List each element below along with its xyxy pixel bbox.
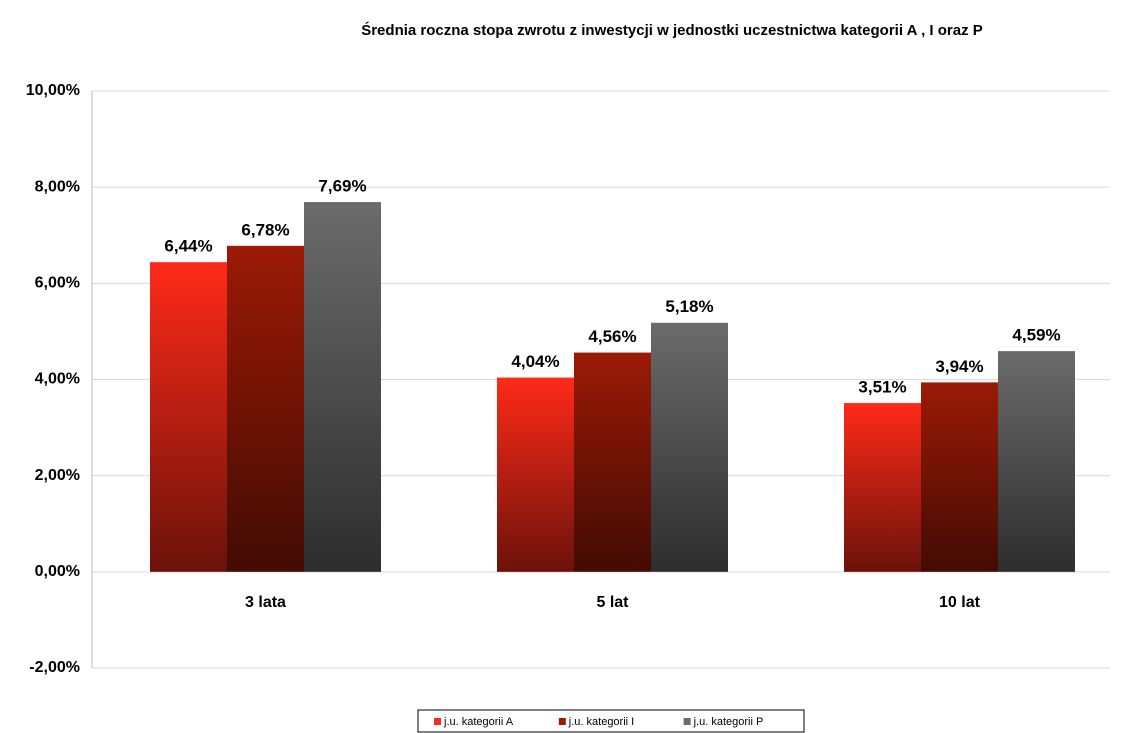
legend-label: j.u. kategorii P [693, 716, 764, 728]
bar [998, 351, 1075, 572]
legend-box [417, 709, 805, 733]
y-tick-label: -2,00% [29, 659, 80, 676]
x-tick-label: 3 lata [245, 594, 286, 611]
data-label: 4,04% [511, 352, 559, 371]
data-label: 7,69% [318, 177, 366, 196]
y-tick-label: 10,00% [26, 82, 80, 99]
bar [497, 377, 574, 572]
chart-title: Średnia roczna stopa zwrotu z inwestycji… [361, 21, 983, 39]
legend-label: j.u. kategorii I [568, 716, 634, 728]
data-label: 5,18% [665, 297, 713, 316]
legend-swatch [683, 718, 691, 725]
y-tick-label: 8,00% [35, 178, 80, 195]
legend-swatch [434, 718, 441, 725]
x-tick-label: 10 lat [939, 594, 981, 611]
bar [844, 403, 921, 572]
data-label: 6,44% [164, 237, 212, 256]
data-label: 3,51% [858, 378, 906, 397]
data-label: 4,56% [588, 327, 636, 346]
data-label: 4,59% [1012, 326, 1060, 345]
legend-swatch [558, 718, 566, 725]
x-tick-label: 5 lat [596, 594, 629, 611]
data-label: 6,78% [241, 220, 289, 239]
bar [574, 352, 651, 572]
legend: j.u. kategorii A j.u. kategorii I j.u. kat… [417, 709, 805, 733]
y-tick-label: 2,00% [35, 467, 80, 484]
bar [304, 202, 381, 572]
data-label: 3,94% [935, 357, 983, 376]
legend-label: j.u. kategorii A [443, 716, 514, 728]
y-tick-label: 0,00% [35, 563, 80, 580]
bar [227, 245, 304, 572]
bar [651, 322, 728, 572]
y-tick-label: 6,00% [35, 275, 80, 292]
bar [921, 382, 998, 572]
bar [150, 262, 227, 572]
y-tick-label: 4,00% [35, 371, 80, 388]
